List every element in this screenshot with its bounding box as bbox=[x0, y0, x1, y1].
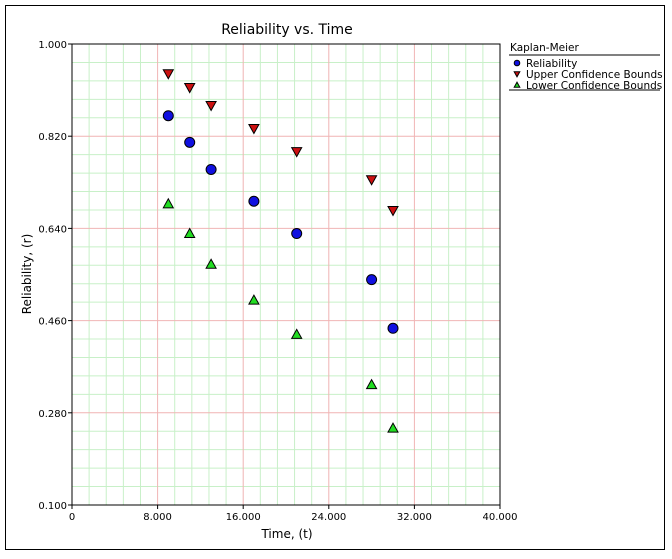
y-tick-label: 0.280 bbox=[38, 409, 67, 420]
plot-area bbox=[71, 43, 501, 506]
chart-frame bbox=[5, 5, 665, 550]
x-tick-label: 16.000 bbox=[226, 512, 261, 523]
x-tick-label: 24.000 bbox=[311, 512, 346, 523]
upper-confidence-bounds-point bbox=[290, 147, 303, 158]
legend-marker-upper-confidence-bounds bbox=[513, 71, 521, 78]
reliability-point bbox=[291, 228, 303, 240]
x-tick-label: 8.000 bbox=[143, 512, 172, 523]
lower-confidence-bounds-point bbox=[290, 328, 303, 339]
upper-confidence-bounds-point bbox=[365, 175, 378, 186]
reliability-point bbox=[184, 136, 196, 148]
y-tick-label: 0.100 bbox=[38, 501, 67, 512]
legend-marker-reliability bbox=[513, 59, 521, 67]
legend-label-reliability: Reliability bbox=[526, 58, 577, 70]
upper-confidence-bounds-point bbox=[162, 69, 175, 80]
data-points bbox=[162, 69, 399, 433]
upper-confidence-bounds-point bbox=[205, 100, 217, 112]
upper-confidence-bounds-point bbox=[387, 205, 399, 217]
y-axis-label: Reliability, (r) bbox=[20, 234, 34, 315]
reliability-point bbox=[248, 195, 260, 207]
reliability-point bbox=[366, 274, 378, 286]
legend-label-lower-confidence-bounds: Lower Confidence Bounds bbox=[526, 80, 662, 92]
x-tick-label: 40.000 bbox=[483, 512, 518, 523]
upper-confidence-bounds-point bbox=[183, 83, 196, 94]
lower-confidence-bounds-point bbox=[183, 227, 196, 239]
x-axis-label: Time, (t) bbox=[260, 527, 312, 541]
plot-grid bbox=[72, 44, 500, 505]
reliability-point bbox=[162, 110, 174, 122]
lower-confidence-bounds-point bbox=[162, 197, 175, 209]
y-tick-label: 0.460 bbox=[38, 317, 67, 328]
lower-confidence-bounds-point bbox=[387, 422, 399, 433]
axis-ticks: 0 8.000 16.000 24.000 32.000 40.000 0.100 0.280… bbox=[38, 40, 517, 523]
lower-confidence-bounds-point bbox=[205, 258, 217, 269]
x-tick-label: 0 bbox=[69, 512, 75, 523]
lower-confidence-bounds-point bbox=[248, 294, 260, 305]
lower-confidence-bounds-point bbox=[365, 378, 378, 390]
y-tick-label: 0.640 bbox=[38, 224, 67, 235]
y-tick-label: 1.000 bbox=[38, 40, 67, 51]
reliability-point bbox=[205, 163, 217, 175]
x-tick-label: 32.000 bbox=[397, 512, 432, 523]
legend-title: Kaplan-Meier bbox=[510, 42, 579, 54]
reliability-point bbox=[387, 322, 399, 334]
chart-title: Reliability vs. Time bbox=[221, 22, 353, 38]
legend-marker-lower-confidence-bounds bbox=[513, 81, 521, 88]
legend-label-upper-confidence-bounds: Upper Confidence Bounds bbox=[526, 69, 663, 81]
y-tick-label: 0.820 bbox=[38, 132, 67, 143]
upper-confidence-bounds-point bbox=[248, 124, 260, 135]
